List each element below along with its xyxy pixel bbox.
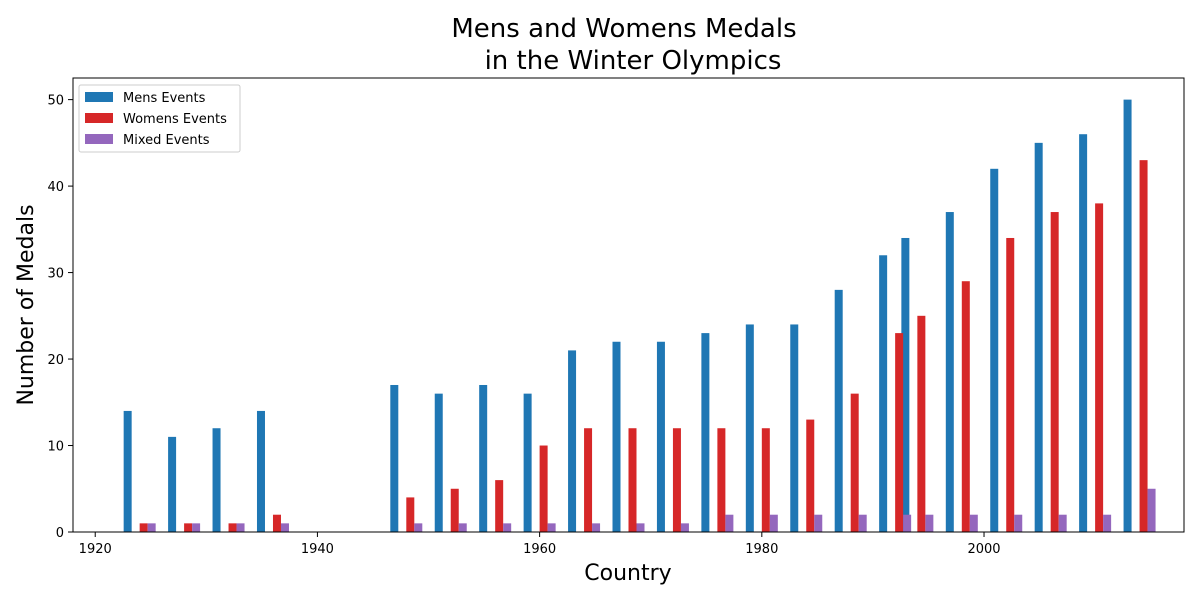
bar-womens-events-2002 (1006, 237, 1015, 532)
bar-womens-events-1994 (917, 315, 926, 532)
bar-mixed-events-1956 (503, 523, 512, 532)
bar-mixed-events-2014 (1147, 488, 1156, 532)
bar-mixed-events-2002 (1014, 514, 1023, 532)
bar-mixed-events-1932 (236, 523, 245, 532)
legend-box (78, 84, 241, 153)
bar-mixed-events-2006 (1058, 514, 1067, 532)
bar-mixed-events-1928 (192, 523, 201, 532)
bar-mixed-events-2010 (1103, 514, 1112, 532)
bar-womens-events-1924 (139, 523, 148, 532)
bar-mens-events-1952 (434, 393, 443, 532)
x-tick-label: 2000 (967, 542, 1000, 557)
bar-womens-events-1998 (961, 281, 970, 532)
plot-frame (72, 77, 1185, 533)
bar-womens-events-2010 (1095, 203, 1104, 532)
bar-womens-events-1968 (628, 428, 637, 532)
y-tick-label: 20 (47, 353, 64, 368)
legend: Mens Events Womens Events Mixed Events (78, 84, 241, 153)
bar-womens-events-1984 (806, 419, 815, 532)
bar-womens-events-2014 (1139, 160, 1148, 532)
bar-mens-events-2002 (990, 168, 999, 533)
bar-mixed-events-1936 (280, 523, 289, 532)
legend-swatch (85, 134, 113, 144)
bar-mixed-events-1968 (636, 523, 645, 532)
x-axis-ticks: 1920 1940 1960 1980 2000 (79, 532, 1001, 557)
bar-womens-events-1956 (495, 480, 504, 532)
x-tick-label: 1920 (79, 542, 112, 557)
bar-mens-events-1964 (568, 350, 577, 532)
bar-womens-events-2006 (1050, 212, 1059, 533)
bar-mixed-events-1980 (769, 514, 778, 532)
bar-womens-events-1964 (584, 428, 593, 532)
bar-womens-events-1932 (228, 523, 237, 532)
bar-mixed-events-1952 (458, 523, 467, 532)
bar-womens-events-1992 (895, 333, 904, 532)
legend-label: Mixed Events (123, 133, 210, 148)
bar-womens-events-1960 (539, 445, 548, 532)
bar-mixed-events-1976 (725, 514, 734, 532)
bar-mens-events-2006 (1034, 142, 1043, 532)
chart-title-line-2: in the Winter Olympics (485, 46, 782, 76)
bar-mens-events-1948 (390, 384, 399, 532)
y-tick-label: 0 (56, 526, 64, 541)
x-tick-label: 1980 (745, 542, 778, 557)
legend-label: Womens Events (123, 112, 227, 127)
bar-womens-events-1936 (272, 514, 281, 532)
bar-mixed-events-1984 (814, 514, 823, 532)
y-axis-label: Number of Medals (14, 204, 39, 405)
bar-mens-events-2010 (1079, 134, 1088, 532)
legend-label: Mens Events (123, 91, 206, 106)
legend-swatch (85, 92, 113, 102)
y-tick-label: 50 (47, 94, 64, 109)
bar-mens-events-1994 (901, 237, 910, 532)
bar-mens-events-1980 (745, 324, 754, 532)
x-tick-label: 1940 (301, 542, 334, 557)
bar-mixed-events-1998 (969, 514, 978, 532)
bar-mens-events-1984 (790, 324, 799, 532)
y-tick-label: 30 (47, 267, 64, 282)
bar-womens-events-1976 (717, 428, 726, 532)
bar-mixed-events-1994 (925, 514, 934, 532)
bar-mens-events-1972 (656, 341, 665, 532)
bar-mixed-events-1992 (903, 514, 912, 532)
bar-mens-events-1924 (123, 410, 132, 532)
bar-mixed-events-1960 (547, 523, 556, 532)
bar-mixed-events-1924 (147, 523, 156, 532)
bar-mens-events-1928 (168, 436, 177, 532)
bars-group (123, 99, 1156, 533)
y-axis-ticks: 0 10 20 30 40 50 (47, 94, 73, 541)
bar-womens-events-1988 (850, 393, 859, 532)
bar-mixed-events-1972 (680, 523, 689, 532)
bar-mens-events-1960 (523, 393, 532, 532)
y-tick-label: 40 (47, 180, 64, 195)
bar-mens-events-1998 (945, 212, 954, 533)
bar-mens-events-1992 (879, 255, 888, 532)
bar-womens-events-1980 (761, 428, 770, 532)
bar-mens-events-1976 (701, 333, 710, 532)
bar-mens-events-2014 (1123, 99, 1132, 532)
bar-womens-events-1972 (672, 428, 681, 532)
bar-womens-events-1952 (450, 488, 459, 532)
bar-mens-events-1932 (212, 428, 221, 532)
bar-mixed-events-1964 (592, 523, 601, 532)
bar-mens-events-1968 (612, 341, 621, 532)
bar-mens-events-1988 (834, 289, 843, 532)
x-tick-label: 1960 (523, 542, 556, 557)
bar-womens-events-1928 (184, 523, 193, 532)
bar-womens-events-1948 (406, 497, 415, 532)
legend-swatch (85, 113, 113, 123)
x-axis-label: Country (584, 561, 671, 586)
bar-mixed-events-1988 (858, 514, 867, 532)
bar-mens-events-1956 (479, 384, 488, 532)
bar-mens-events-1936 (256, 410, 265, 532)
bar-mixed-events-1948 (414, 523, 423, 532)
chart-title-line-1: Mens and Womens Medals (451, 14, 796, 44)
y-tick-label: 10 (47, 440, 64, 455)
